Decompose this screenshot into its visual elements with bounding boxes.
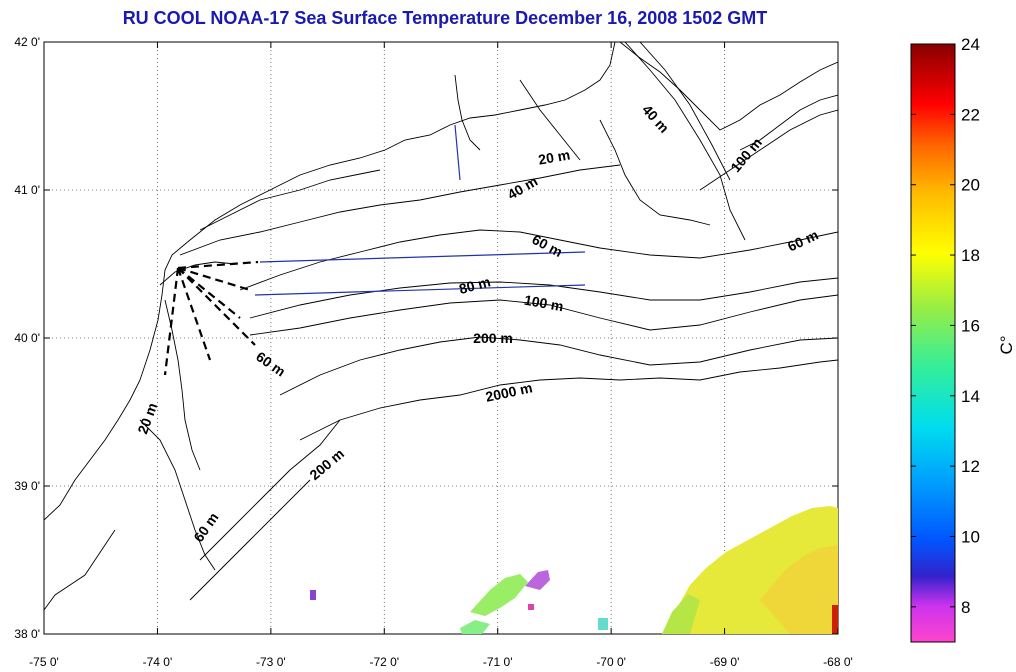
sst-patch-small-2	[525, 570, 550, 590]
colorbar-tick-label: 18	[961, 246, 980, 265]
x-tick-label: -70 0'	[596, 655, 626, 669]
y-tick-label: 42 0'	[14, 35, 40, 49]
y-tick-label: 38 0'	[14, 627, 40, 641]
sst-patch-small-5	[598, 618, 608, 630]
y-tick-label: 40 0'	[14, 331, 40, 345]
x-tick-label: -68 0'	[823, 655, 853, 669]
colorbar-tick-label: 10	[961, 527, 980, 546]
sst-patch-southeast-edge	[662, 594, 700, 634]
x-tick-label: -71 0'	[483, 655, 513, 669]
colorbar	[910, 43, 956, 643]
chart-title: RU COOL NOAA-17 Sea Surface Temperature …	[122, 8, 768, 28]
contour-label: 20 m	[537, 146, 571, 167]
sst-patch-small-1	[470, 574, 528, 616]
y-tick-label: 41 0'	[14, 183, 40, 197]
plot-area	[43, 41, 839, 635]
x-tick-label: -69 0'	[710, 655, 740, 669]
x-tick-label: -75 0'	[29, 655, 59, 669]
y-tick-label: 39 0'	[14, 479, 40, 493]
colorbar-label: C°	[997, 335, 1016, 354]
y-axis-ticks: 38 0' 39 0' 40 0' 41 0' 42 0'	[14, 35, 838, 641]
sst-patch-small-3	[460, 620, 490, 634]
colorbar-tick-label: 12	[961, 457, 980, 476]
sst-data-patches	[310, 506, 838, 634]
contour-label: 80 m	[457, 273, 492, 297]
colorbar-tick-label: 22	[961, 105, 980, 124]
transect-lines	[254, 124, 586, 296]
depth-contours	[139, 42, 838, 601]
dashed-lanes	[163, 260, 259, 376]
x-tick-label: -74 0'	[143, 655, 173, 669]
contour-label: 100 m	[523, 292, 565, 315]
sst-patch-corner	[832, 605, 838, 634]
sst-patch-small-4	[310, 590, 316, 600]
x-axis-ticks: -75 0' -74 0' -73 0' -72 0' -71 0' -70 0' -69 …	[29, 42, 853, 669]
contour-label: 200 m	[473, 330, 513, 346]
colorbar-tick-label: 14	[961, 387, 980, 406]
colorbar-tick-label: 16	[961, 316, 980, 335]
x-tick-label: -72 0'	[369, 655, 399, 669]
sst-patch-southeast-warm	[760, 545, 838, 634]
x-tick-label: -73 0'	[256, 655, 286, 669]
sst-patch-small-6	[528, 604, 534, 610]
colorbar-ticks: 8 10 12 14 16 18 20 22 24	[911, 35, 980, 617]
coastline	[44, 42, 838, 611]
colorbar-tick-label: 8	[961, 598, 970, 617]
colorbar-tick-label: 20	[961, 176, 980, 195]
colorbar-tick-label: 24	[961, 35, 980, 54]
